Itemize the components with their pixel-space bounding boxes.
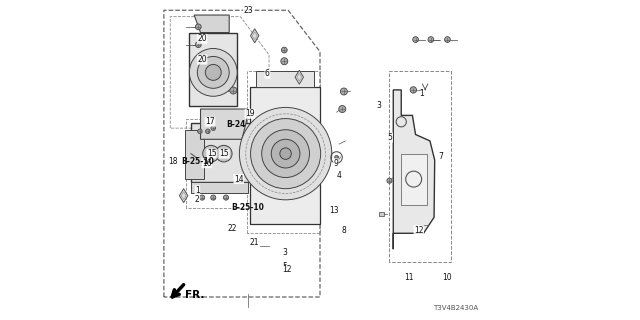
Text: 18: 18 [169, 157, 178, 166]
Text: 4: 4 [337, 172, 342, 180]
Polygon shape [179, 189, 188, 203]
Circle shape [203, 145, 220, 162]
Polygon shape [191, 123, 258, 182]
Polygon shape [184, 130, 204, 179]
Text: 23: 23 [243, 6, 253, 15]
Text: T3V4B2430A: T3V4B2430A [433, 305, 477, 311]
Text: 1: 1 [420, 89, 424, 98]
Text: 15: 15 [220, 149, 229, 158]
Circle shape [335, 156, 339, 159]
Text: 8: 8 [342, 226, 346, 235]
Polygon shape [394, 90, 435, 249]
Circle shape [428, 37, 434, 43]
Text: 20: 20 [197, 35, 207, 44]
Text: FR.: FR. [184, 290, 204, 300]
Circle shape [445, 37, 451, 43]
Circle shape [250, 119, 321, 189]
Text: 19: 19 [245, 109, 255, 118]
Text: 3: 3 [376, 101, 381, 110]
Text: 13: 13 [330, 206, 339, 215]
Circle shape [195, 42, 201, 48]
Circle shape [282, 47, 287, 53]
Text: 1: 1 [195, 186, 200, 195]
Circle shape [262, 130, 310, 178]
Text: 12: 12 [414, 226, 424, 235]
Text: 21: 21 [250, 238, 259, 247]
Text: 10: 10 [443, 273, 452, 282]
Text: 3: 3 [282, 248, 287, 257]
Text: 14: 14 [234, 175, 244, 184]
Circle shape [211, 126, 216, 130]
Circle shape [230, 87, 237, 94]
Circle shape [340, 88, 348, 95]
Polygon shape [256, 71, 314, 87]
Text: 16: 16 [202, 159, 212, 168]
Bar [379, 212, 384, 216]
Polygon shape [250, 29, 259, 43]
Text: 22: 22 [228, 224, 237, 233]
Text: 5: 5 [282, 262, 287, 271]
Polygon shape [191, 182, 248, 194]
Text: 6: 6 [265, 69, 270, 78]
Circle shape [239, 108, 332, 200]
Circle shape [211, 195, 216, 200]
Circle shape [195, 24, 201, 30]
Text: 15: 15 [207, 149, 216, 158]
Circle shape [410, 87, 417, 93]
Polygon shape [189, 33, 237, 106]
Circle shape [205, 64, 221, 80]
Circle shape [281, 58, 288, 65]
Text: B-25-10: B-25-10 [231, 203, 264, 212]
Circle shape [280, 148, 291, 159]
Circle shape [200, 195, 205, 200]
Text: 7: 7 [438, 152, 444, 161]
Circle shape [197, 56, 229, 88]
Polygon shape [295, 70, 303, 84]
Text: 20: 20 [197, 55, 207, 64]
Polygon shape [200, 109, 246, 139]
Circle shape [216, 145, 232, 162]
Text: 12: 12 [282, 265, 291, 275]
Circle shape [205, 129, 210, 133]
Text: B-25-10: B-25-10 [181, 157, 214, 166]
Circle shape [413, 37, 419, 43]
Circle shape [271, 139, 300, 168]
Text: 11: 11 [404, 273, 414, 282]
Text: 2: 2 [195, 195, 200, 204]
Text: B-24: B-24 [226, 120, 245, 130]
Circle shape [387, 178, 392, 183]
Circle shape [223, 195, 228, 200]
Text: 17: 17 [205, 117, 215, 126]
Circle shape [198, 129, 202, 133]
Polygon shape [250, 87, 320, 224]
Polygon shape [401, 154, 427, 204]
Polygon shape [194, 15, 229, 33]
Circle shape [339, 106, 346, 113]
Text: 9: 9 [333, 159, 339, 168]
Text: 5: 5 [388, 133, 392, 142]
Circle shape [189, 49, 237, 96]
